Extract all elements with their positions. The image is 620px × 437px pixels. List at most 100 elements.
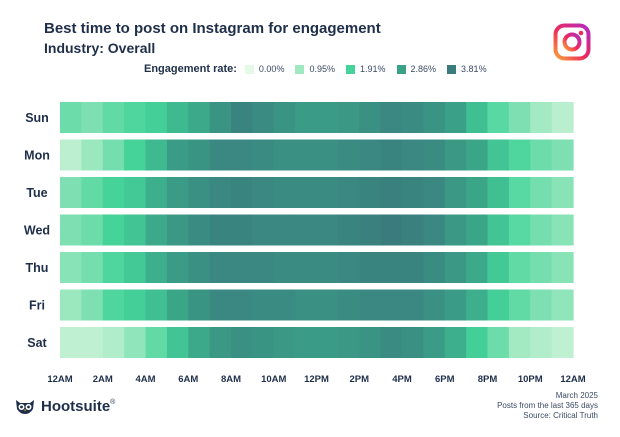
- heatmap-cell: [231, 214, 253, 246]
- heatmap-cell: [295, 252, 318, 283]
- heatmap-cell: [295, 214, 318, 246]
- heatmap-cell: [188, 214, 211, 246]
- heatmap-cell: [530, 252, 553, 283]
- heatmap-cell: [380, 327, 403, 358]
- heatmap-cell: [359, 177, 382, 208]
- heatmap-cell: [166, 177, 189, 208]
- footer-source: Source: Critical Truth: [523, 411, 598, 420]
- heatmap-cell: [231, 327, 253, 358]
- legend-swatch: [345, 64, 355, 74]
- heatmap-cell: [487, 327, 510, 358]
- heatmap-cell: [423, 139, 446, 171]
- legend-label: 0.95%: [309, 64, 335, 74]
- heatmap-cell: [188, 289, 211, 321]
- heatmap-cell: [487, 177, 510, 208]
- heatmap-cell: [188, 139, 211, 171]
- heatmap-cell: [231, 252, 253, 283]
- heatmap-cell: [316, 252, 339, 283]
- heatmap-cell: [487, 214, 510, 246]
- heatmap-cell: [231, 177, 253, 208]
- heatmap-cell: [273, 214, 296, 246]
- heatmap-cell: [530, 214, 553, 246]
- heatmap-cell: [252, 252, 275, 283]
- heatmap-cell: [209, 102, 232, 133]
- heatmap-cell: [402, 177, 424, 208]
- heatmap-cell: [252, 139, 275, 171]
- heatmap-cell: [551, 252, 574, 283]
- legend-swatch: [295, 64, 305, 74]
- heatmap-cell: [337, 327, 360, 358]
- heatmap-cell: [102, 252, 125, 283]
- heatmap-cell: [273, 252, 296, 283]
- heatmap-cell: [466, 102, 489, 133]
- heatmap-cell: [359, 214, 382, 246]
- heatmap-cell: [102, 139, 125, 171]
- heatmap-cell: [124, 289, 147, 321]
- heatmap-cell: [60, 252, 82, 283]
- heatmap-cell: [295, 327, 318, 358]
- heatmap-cell: [359, 102, 382, 133]
- heatmap-cell: [508, 139, 531, 171]
- heatmap-cell: [209, 139, 232, 171]
- row-label: Sat: [27, 336, 47, 350]
- heatmap-cell: [124, 327, 147, 358]
- heatmap-cell: [402, 252, 424, 283]
- heatmap-cell: [337, 252, 360, 283]
- heatmap-cell: [209, 327, 232, 358]
- heatmap-cell: [359, 139, 382, 171]
- footer-posts: Posts from the last 365 days: [497, 401, 598, 410]
- heatmap-cell: [551, 214, 574, 246]
- heatmap-cell: [102, 177, 125, 208]
- owl-icon: [16, 400, 34, 414]
- heatmap-cell: [466, 214, 489, 246]
- x-tick-label: 10AM: [261, 374, 286, 385]
- heatmap-cell: [508, 102, 531, 133]
- heatmap-cell: [145, 139, 168, 171]
- heatmap-cell: [466, 139, 489, 171]
- heatmap-cell: [273, 177, 296, 208]
- heatmap-cell: [530, 177, 553, 208]
- legend-swatch: [447, 64, 457, 74]
- heatmap-cell: [359, 327, 382, 358]
- heatmap-cell: [102, 289, 125, 321]
- heatmap-cell: [551, 327, 574, 358]
- heatmap-cell: [273, 327, 296, 358]
- heatmap-cell: [60, 214, 82, 246]
- heatmap-cell: [337, 139, 360, 171]
- heatmap-cell: [508, 214, 531, 246]
- x-tick-label: 6PM: [435, 374, 455, 385]
- heatmap-cell: [444, 139, 467, 171]
- heatmap-cell: [423, 214, 446, 246]
- heatmap-cell: [316, 289, 339, 321]
- heatmap-cell: [145, 177, 168, 208]
- legend-title: Engagement rate:: [144, 63, 237, 75]
- heatmap-cell: [380, 139, 403, 171]
- heatmap-cell: [380, 177, 403, 208]
- heatmap-cell: [81, 139, 104, 171]
- heatmap-cell: [423, 327, 446, 358]
- heatmap-cell: [316, 327, 339, 358]
- heatmap-cell: [252, 214, 275, 246]
- x-tick-label: 12AM: [560, 374, 585, 385]
- row-label: Sun: [25, 111, 49, 125]
- heatmap-cell: [102, 214, 125, 246]
- heatmap-cell: [551, 177, 574, 208]
- heatmap-cell: [551, 102, 574, 133]
- heatmap-cell: [166, 214, 189, 246]
- heatmap-cell: [295, 102, 318, 133]
- legend-label: 3.81%: [461, 64, 487, 74]
- x-tick-label: 4AM: [135, 374, 155, 385]
- heatmap-cell: [273, 289, 296, 321]
- heatmap-cell: [166, 102, 189, 133]
- heatmap-cell: [145, 289, 168, 321]
- heatmap-cell: [166, 327, 189, 358]
- instagram-icon: [553, 23, 591, 61]
- heatmap-cell: [145, 252, 168, 283]
- heatmap-cell: [252, 327, 275, 358]
- heatmap-cell: [466, 289, 489, 321]
- heatmap-cell: [231, 102, 253, 133]
- heatmap-cell: [60, 177, 82, 208]
- heatmap-cell: [124, 252, 147, 283]
- heatmap-cell: [252, 102, 275, 133]
- heatmap-cell: [209, 252, 232, 283]
